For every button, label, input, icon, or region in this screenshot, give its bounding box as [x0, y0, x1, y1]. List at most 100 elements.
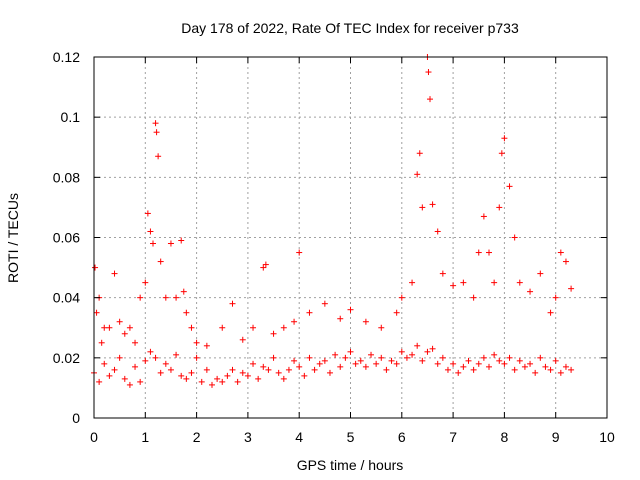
data-point [465, 357, 472, 364]
data-point [409, 351, 416, 358]
data-point [321, 357, 328, 364]
data-point [157, 258, 164, 265]
data-point [198, 378, 205, 385]
data-point [429, 345, 436, 352]
data-point [547, 309, 554, 316]
data-point [178, 372, 185, 379]
data-point [424, 348, 431, 355]
data-point [342, 354, 349, 361]
x-tick-label: 3 [244, 429, 252, 445]
data-point [332, 351, 339, 358]
data-point [250, 324, 257, 331]
data-point [265, 366, 272, 373]
data-point [455, 369, 462, 376]
x-tick-label: 5 [347, 429, 355, 445]
x-tick-label: 4 [295, 429, 303, 445]
x-tick-label: 9 [552, 429, 560, 445]
x-axis-label: GPS time / hours [297, 457, 404, 473]
data-point [480, 354, 487, 361]
data-point [270, 330, 277, 337]
chart-title: Day 178 of 2022, Rate Of TEC Index for r… [181, 20, 519, 36]
data-point [244, 372, 251, 379]
data-point [496, 357, 503, 364]
data-point [229, 366, 236, 373]
data-point [234, 378, 241, 385]
data-point [229, 300, 236, 307]
data-point [239, 369, 246, 376]
data-point [486, 249, 493, 256]
data-point [378, 354, 385, 361]
x-tick-label: 10 [599, 429, 615, 445]
data-point [496, 204, 503, 211]
y-axis-label: ROTI / TECUs [5, 193, 21, 283]
data-point [121, 375, 128, 382]
data-point [106, 324, 113, 331]
x-tick-label: 2 [193, 429, 201, 445]
data-point [275, 369, 282, 376]
data-point [562, 363, 569, 370]
data-point [116, 318, 123, 325]
data-point [352, 360, 359, 367]
data-point [521, 363, 528, 370]
data-point [219, 378, 226, 385]
data-point [219, 324, 226, 331]
data-point [347, 306, 354, 313]
data-point [419, 204, 426, 211]
data-point [527, 360, 534, 367]
x-tick-label: 8 [501, 429, 509, 445]
data-point [429, 201, 436, 208]
data-point [450, 282, 457, 289]
data-point [393, 309, 400, 316]
data-point [116, 354, 123, 361]
data-point [470, 366, 477, 373]
data-point [398, 294, 405, 301]
data-point [149, 240, 156, 247]
data-point [368, 351, 375, 358]
data-point [388, 357, 395, 364]
x-tick-labels: 0 1 2 3 4 5 6 7 8 9 10 [90, 429, 615, 445]
data-point [480, 213, 487, 220]
y-tick-label: 0.02 [53, 350, 80, 366]
data-point [152, 120, 159, 127]
data-point [491, 351, 498, 358]
data-point [362, 363, 369, 370]
data-point [311, 366, 318, 373]
data-point [180, 288, 187, 295]
data-point [373, 360, 380, 367]
data-point [378, 324, 385, 331]
data-point [427, 96, 434, 103]
data-point [434, 360, 441, 367]
data-point [162, 294, 169, 301]
data-point [239, 336, 246, 343]
data-point [137, 294, 144, 301]
y-tick-label: 0.08 [53, 169, 80, 185]
data-point [111, 270, 118, 277]
data-point [280, 324, 287, 331]
y-tick-labels: 0 0.02 0.04 0.06 0.08 0.1 0.12 [53, 49, 80, 426]
grid-lines [94, 57, 607, 418]
data-point [460, 279, 467, 286]
data-point [285, 366, 292, 373]
data-point [188, 324, 195, 331]
y-tick-label: 0.04 [53, 290, 80, 306]
data-point [537, 354, 544, 361]
data-point [260, 264, 267, 271]
data-point [511, 366, 518, 373]
data-point [383, 366, 390, 373]
data-point [193, 339, 200, 346]
data-point [527, 288, 534, 295]
data-point [398, 348, 405, 355]
data-point [316, 360, 323, 367]
data-point [321, 300, 328, 307]
data-point [262, 261, 269, 268]
data-point [132, 363, 139, 370]
data-point [208, 381, 215, 388]
data-point [414, 342, 421, 349]
data-point [132, 339, 139, 346]
data-point [92, 264, 99, 271]
data-point [547, 366, 554, 373]
data-point [393, 360, 400, 367]
data-point [155, 153, 162, 160]
data-point [416, 150, 423, 157]
data-point [301, 372, 308, 379]
